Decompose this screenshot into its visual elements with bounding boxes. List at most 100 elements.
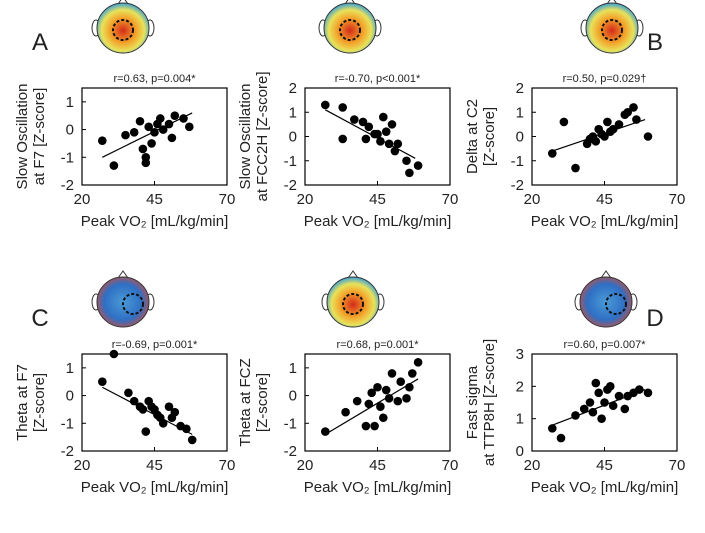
x-tick-label: 20	[74, 457, 91, 474]
data-point	[600, 398, 609, 407]
data-point	[338, 134, 348, 144]
y-axis-label: at TTP8H [Z-score]	[481, 339, 498, 466]
data-point	[591, 378, 601, 388]
data-point	[358, 117, 368, 127]
y-tick-label: -1	[284, 415, 297, 432]
data-point	[379, 112, 388, 122]
data-point	[364, 122, 374, 132]
data-point	[352, 396, 362, 406]
region-marker	[342, 293, 364, 315]
nose	[347, 270, 359, 279]
fit-line	[325, 109, 416, 159]
data-point	[405, 382, 414, 392]
data-point	[643, 132, 653, 141]
data-point	[402, 394, 411, 403]
y-tick-label: 1	[289, 360, 297, 377]
x-tick-label: 20	[74, 191, 91, 208]
data-point	[376, 137, 385, 146]
x-axis-label: Peak VO₂ [mL/kg/min]	[531, 479, 679, 496]
y-tick-label: -2	[61, 177, 74, 194]
head-map	[326, 276, 380, 328]
region-marker	[112, 19, 134, 41]
data-point	[635, 385, 644, 394]
x-tick-label: 70	[669, 457, 686, 474]
data-point	[164, 402, 174, 411]
data-point	[164, 119, 174, 129]
data-point	[121, 130, 130, 140]
data-point	[179, 114, 188, 123]
y-tick-label: 2	[516, 378, 524, 395]
panel-label: B	[647, 29, 663, 56]
x-tick-label: 45	[369, 457, 386, 474]
data-point	[387, 120, 397, 129]
data-point	[559, 117, 569, 127]
y-axis-label: Fast sigma	[464, 365, 481, 439]
head-map	[323, 2, 377, 54]
x-axis-label: Peak VO₂ [mL/kg/min]	[531, 213, 679, 230]
data-point	[556, 433, 566, 443]
y-tick-label: -1	[284, 153, 297, 170]
data-point	[321, 427, 330, 436]
y-axis-label: Theta at FCZ	[237, 358, 254, 446]
y-tick-label: 1	[516, 104, 524, 121]
data-point	[98, 377, 107, 387]
head-map	[579, 276, 633, 328]
y-tick-label: -2	[284, 177, 297, 194]
data-point	[600, 132, 609, 141]
annotation: r=0.68, p=0.001*	[337, 339, 420, 351]
x-tick-label: 20	[524, 191, 541, 208]
y-axis-label: Delta at C2	[464, 99, 481, 174]
y-tick-label: 0	[516, 129, 524, 146]
x-tick-label: 45	[146, 457, 163, 474]
data-point	[387, 369, 397, 378]
data-point	[135, 116, 145, 126]
data-point	[381, 127, 391, 136]
data-point	[585, 398, 595, 407]
head-map	[96, 2, 150, 54]
data-point	[632, 115, 641, 124]
data-point	[138, 144, 148, 154]
data-point	[141, 158, 151, 168]
y-tick-label: 1	[289, 104, 297, 121]
data-point	[109, 349, 119, 359]
data-point	[597, 414, 606, 423]
data-point	[588, 407, 598, 417]
panel-label: C	[31, 305, 48, 332]
data-point	[594, 388, 603, 398]
y-tick-label: -2	[511, 177, 524, 194]
y-axis-label: [Z-score]	[254, 373, 271, 432]
y-tick-label: -1	[511, 153, 524, 170]
y-tick-label: 0	[66, 122, 74, 139]
data-point	[571, 411, 580, 420]
x-axis-label: Peak VO₂ [mL/kg/min]	[304, 479, 452, 496]
data-point	[643, 388, 653, 398]
data-point	[187, 435, 197, 445]
head-map	[585, 2, 639, 54]
data-point	[361, 134, 371, 144]
data-point	[147, 139, 156, 148]
x-tick-label: 45	[369, 191, 386, 208]
y-tick-label: 3	[516, 346, 524, 363]
data-point	[548, 149, 557, 158]
data-point	[150, 128, 159, 137]
x-tick-label: 20	[297, 457, 314, 474]
data-point	[364, 399, 374, 409]
data-point	[158, 125, 168, 134]
data-point	[591, 137, 601, 146]
y-tick-label: 2	[289, 80, 297, 97]
data-point	[350, 115, 359, 124]
data-point	[129, 396, 139, 406]
data-point	[606, 382, 615, 391]
region-marker	[605, 293, 627, 315]
annotation: r=-0.69, p=0.001*	[112, 339, 198, 351]
data-point	[141, 427, 151, 436]
x-tick-label: 70	[442, 191, 459, 208]
x-tick-label: 70	[219, 457, 236, 474]
data-point	[384, 139, 394, 149]
x-axis-label: Peak VO₂ [mL/kg/min]	[304, 213, 452, 230]
x-tick-label: 20	[297, 191, 314, 208]
x-tick-label: 70	[442, 457, 459, 474]
panel-label: D	[646, 305, 663, 332]
data-point	[571, 163, 580, 173]
data-point	[170, 111, 180, 121]
